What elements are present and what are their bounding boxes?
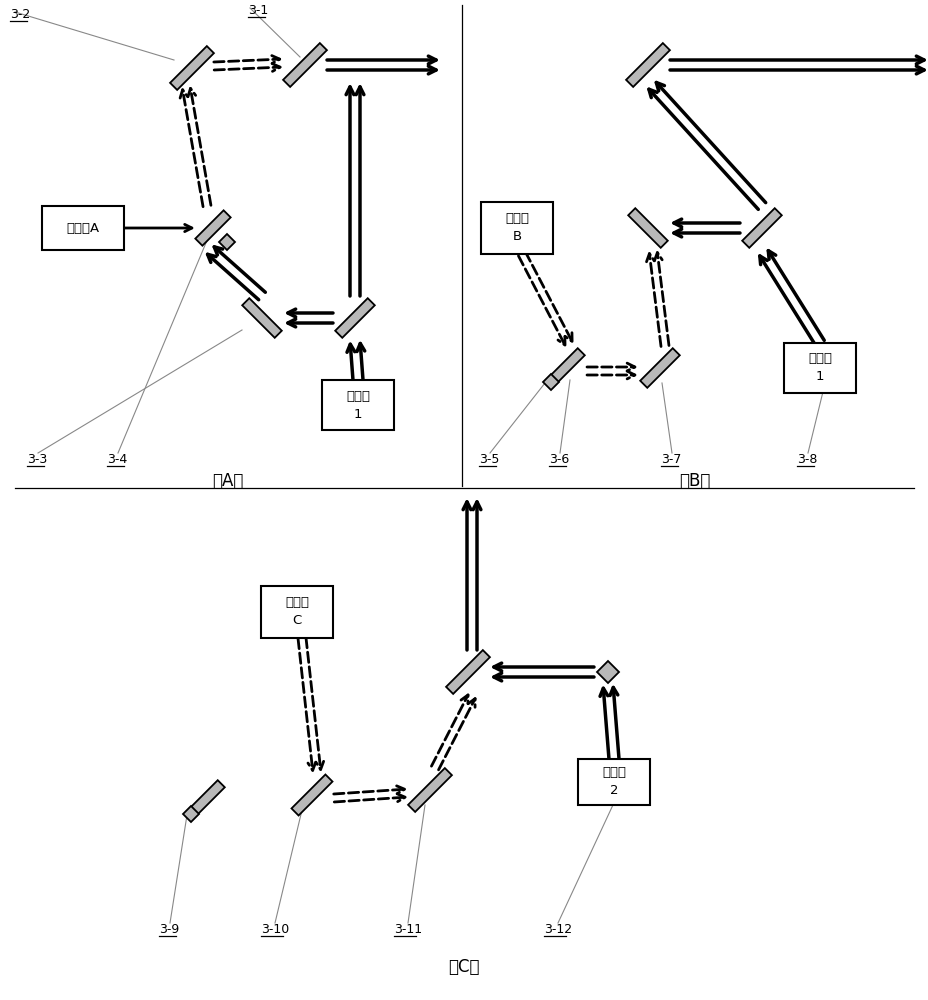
Text: 3-3: 3-3 (27, 453, 47, 466)
Polygon shape (183, 806, 199, 822)
Polygon shape (283, 43, 327, 87)
Polygon shape (639, 348, 679, 388)
Bar (322, 380, 393, 430)
Bar (481, 202, 552, 254)
Text: 3-7: 3-7 (661, 453, 680, 466)
Text: 激光束
B: 激光束 B (505, 213, 528, 243)
Text: 激光束
2: 激光束 2 (601, 766, 625, 798)
Text: 激光束
1: 激光束 1 (345, 389, 369, 420)
Text: 3-1: 3-1 (248, 4, 268, 17)
Text: 3-9: 3-9 (159, 923, 179, 936)
Text: 激光束A: 激光束A (67, 222, 99, 234)
Bar (783, 343, 855, 393)
Text: （C）: （C） (448, 958, 479, 976)
Text: 3-6: 3-6 (548, 453, 569, 466)
Polygon shape (741, 208, 781, 248)
Bar (577, 759, 650, 805)
Polygon shape (445, 650, 489, 694)
Polygon shape (542, 374, 559, 390)
Polygon shape (335, 298, 374, 338)
Polygon shape (291, 774, 332, 816)
Polygon shape (170, 46, 213, 90)
Bar (42, 206, 123, 250)
Polygon shape (407, 768, 451, 812)
Text: 3-12: 3-12 (544, 923, 572, 936)
Polygon shape (627, 208, 667, 248)
Bar (261, 586, 332, 638)
Polygon shape (219, 234, 235, 250)
Text: （A）: （A） (213, 472, 243, 490)
Text: 3-2: 3-2 (10, 8, 31, 21)
Polygon shape (625, 43, 669, 87)
Text: 激光束
C: 激光束 C (285, 596, 309, 628)
Text: （B）: （B） (678, 472, 710, 490)
Polygon shape (185, 780, 225, 820)
Polygon shape (545, 348, 584, 388)
Text: 3-10: 3-10 (261, 923, 289, 936)
Text: 3-11: 3-11 (393, 923, 421, 936)
Polygon shape (597, 661, 618, 683)
Polygon shape (242, 298, 281, 338)
Text: 激光束
1: 激光束 1 (807, 353, 831, 383)
Text: 3-8: 3-8 (796, 453, 817, 466)
Polygon shape (195, 210, 230, 246)
Text: 3-5: 3-5 (479, 453, 499, 466)
Text: 3-4: 3-4 (107, 453, 127, 466)
